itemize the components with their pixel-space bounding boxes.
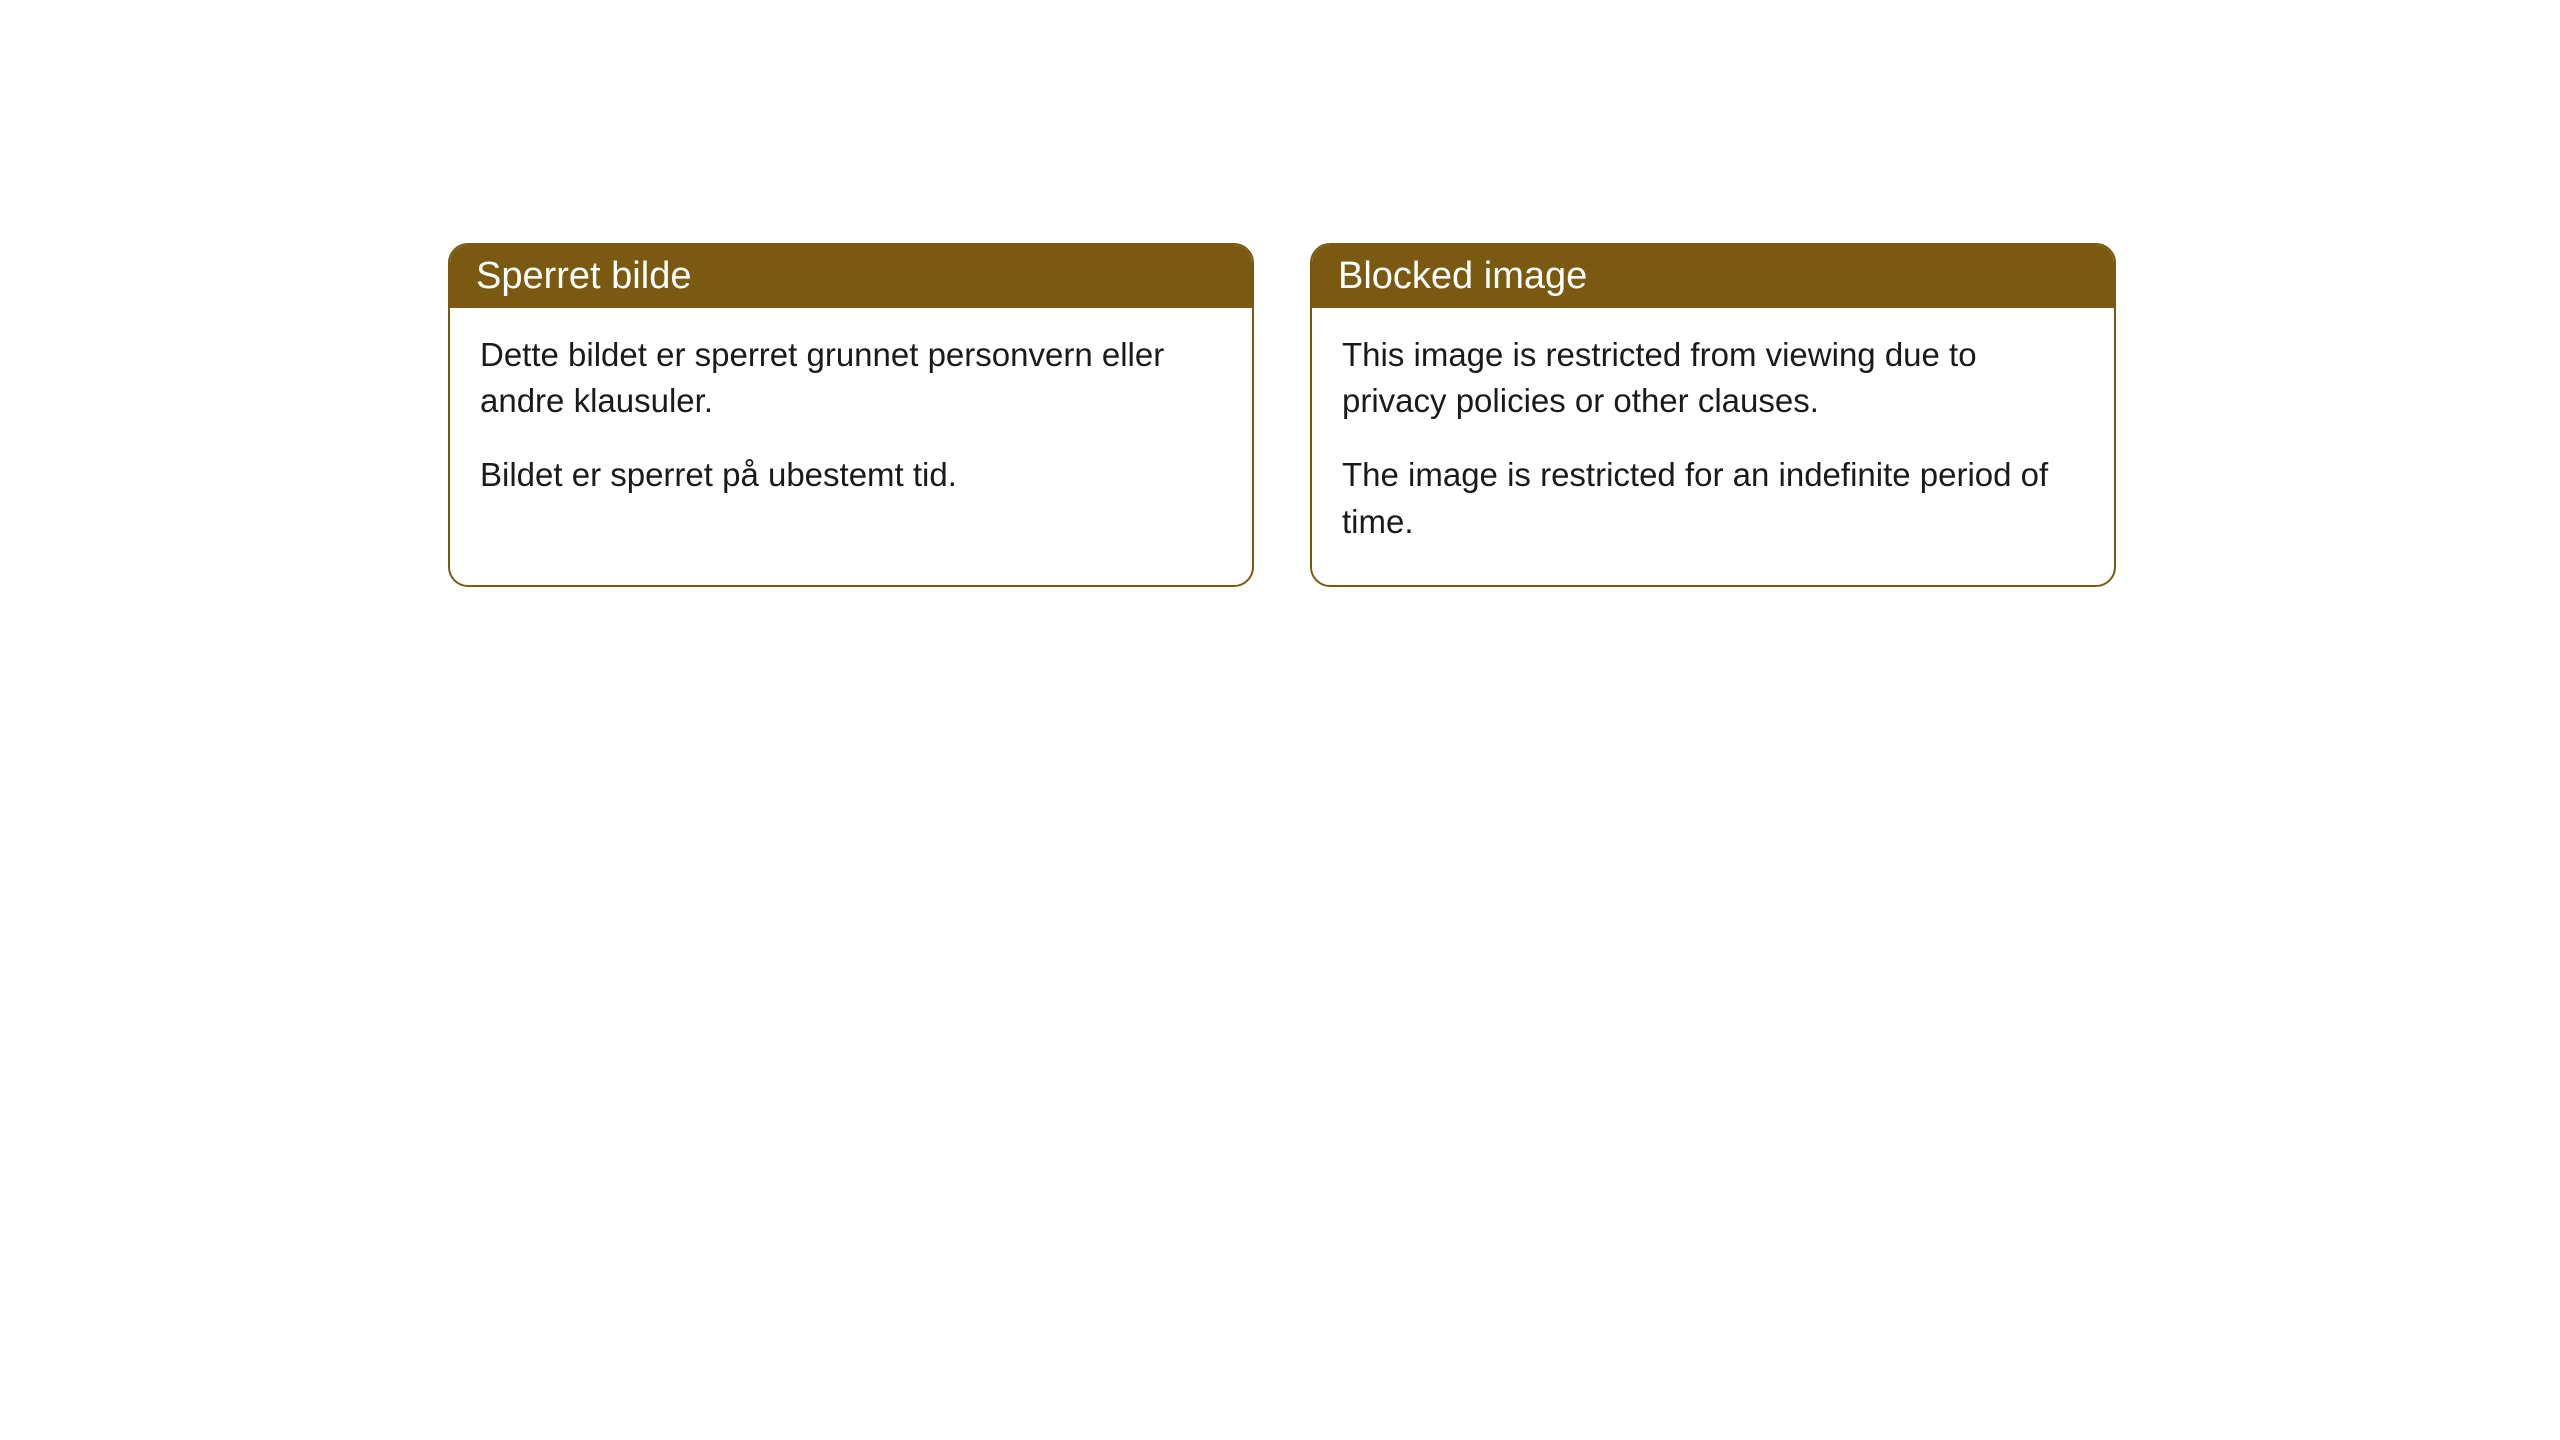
notice-card-norwegian: Sperret bilde Dette bildet er sperret gr…: [448, 243, 1254, 587]
card-header: Sperret bilde: [450, 245, 1252, 308]
card-title: Sperret bilde: [476, 255, 691, 297]
notice-card-english: Blocked image This image is restricted f…: [1310, 243, 2116, 587]
card-body: This image is restricted from viewing du…: [1312, 308, 2114, 585]
card-body: Dette bildet er sperret grunnet personve…: [450, 308, 1252, 539]
card-title: Blocked image: [1338, 255, 1587, 297]
card-paragraph: This image is restricted from viewing du…: [1342, 332, 2084, 424]
notice-card-container: Sperret bilde Dette bildet er sperret gr…: [448, 243, 2116, 587]
card-header: Blocked image: [1312, 245, 2114, 308]
card-paragraph: Dette bildet er sperret grunnet personve…: [480, 332, 1222, 424]
card-paragraph: Bildet er sperret på ubestemt tid.: [480, 452, 1222, 498]
card-paragraph: The image is restricted for an indefinit…: [1342, 452, 2084, 544]
